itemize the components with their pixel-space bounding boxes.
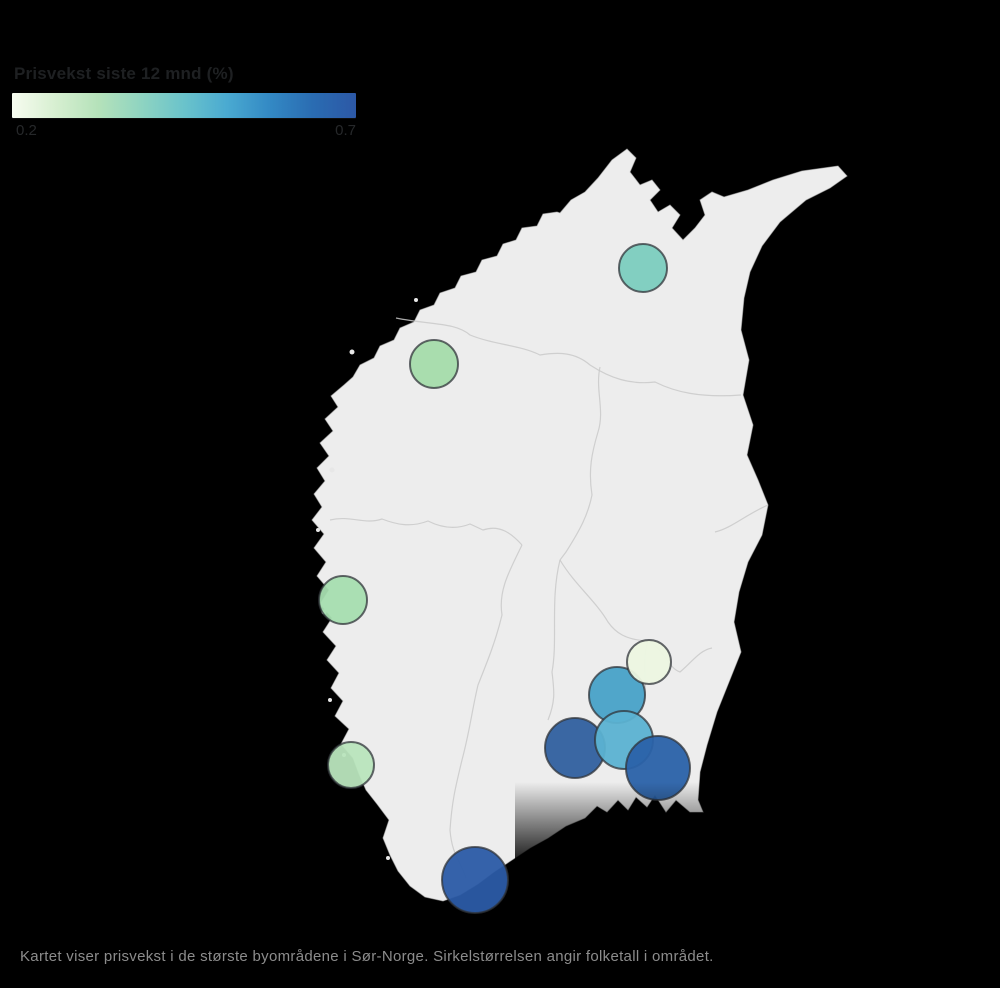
map-fade-overlay — [515, 782, 795, 872]
color-legend: Prisvekst siste 12 mnd (%) 0.2 0.7 — [12, 64, 362, 142]
colorbar-gradient — [12, 93, 356, 118]
legend-title: Prisvekst siste 12 mnd (%) — [14, 64, 234, 83]
bubble-5[interactable] — [441, 846, 509, 914]
bubble-3[interactable] — [318, 575, 368, 625]
colorbar-max-label: 0.7 — [335, 122, 356, 139]
bubble-2[interactable] — [409, 339, 459, 389]
figure-caption: Kartet viser prisvekst i de største byom… — [20, 948, 714, 965]
bubble-1[interactable] — [618, 243, 668, 293]
bubble-10[interactable] — [626, 639, 672, 685]
county-borders — [329, 317, 769, 879]
data-bubbles — [318, 243, 691, 914]
colorbar-min-label: 0.2 — [16, 122, 37, 139]
bubble-4[interactable] — [327, 741, 375, 789]
colorbar-scale: 0.2 0.7 — [12, 122, 356, 142]
